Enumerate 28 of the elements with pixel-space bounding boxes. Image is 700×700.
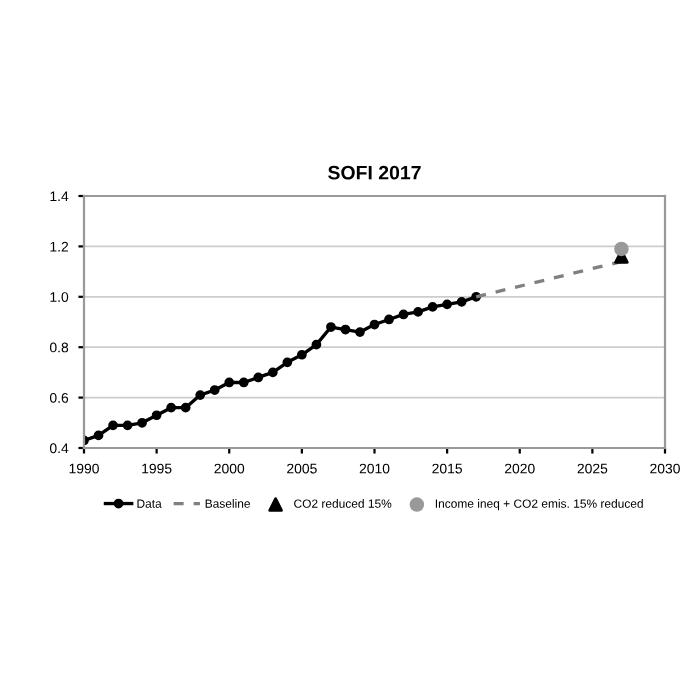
point xyxy=(224,377,235,388)
point xyxy=(413,307,423,317)
point xyxy=(151,410,162,421)
point xyxy=(195,390,206,400)
point xyxy=(369,319,380,330)
point xyxy=(442,299,452,310)
point xyxy=(456,296,467,307)
point xyxy=(282,357,293,368)
point xyxy=(297,349,307,360)
point xyxy=(180,402,191,413)
point xyxy=(398,309,409,320)
point xyxy=(137,417,147,428)
point xyxy=(166,402,177,413)
point xyxy=(209,385,220,395)
chart-title: SOFI 2017 xyxy=(328,165,421,180)
point xyxy=(238,377,249,388)
point xyxy=(326,322,336,332)
point xyxy=(267,367,278,378)
point xyxy=(614,241,629,257)
point xyxy=(355,327,365,337)
point xyxy=(93,430,104,441)
point xyxy=(253,372,264,383)
point xyxy=(427,302,438,312)
point xyxy=(311,339,322,350)
point xyxy=(384,314,394,325)
point xyxy=(108,420,118,431)
point xyxy=(122,420,133,431)
point xyxy=(340,324,351,335)
